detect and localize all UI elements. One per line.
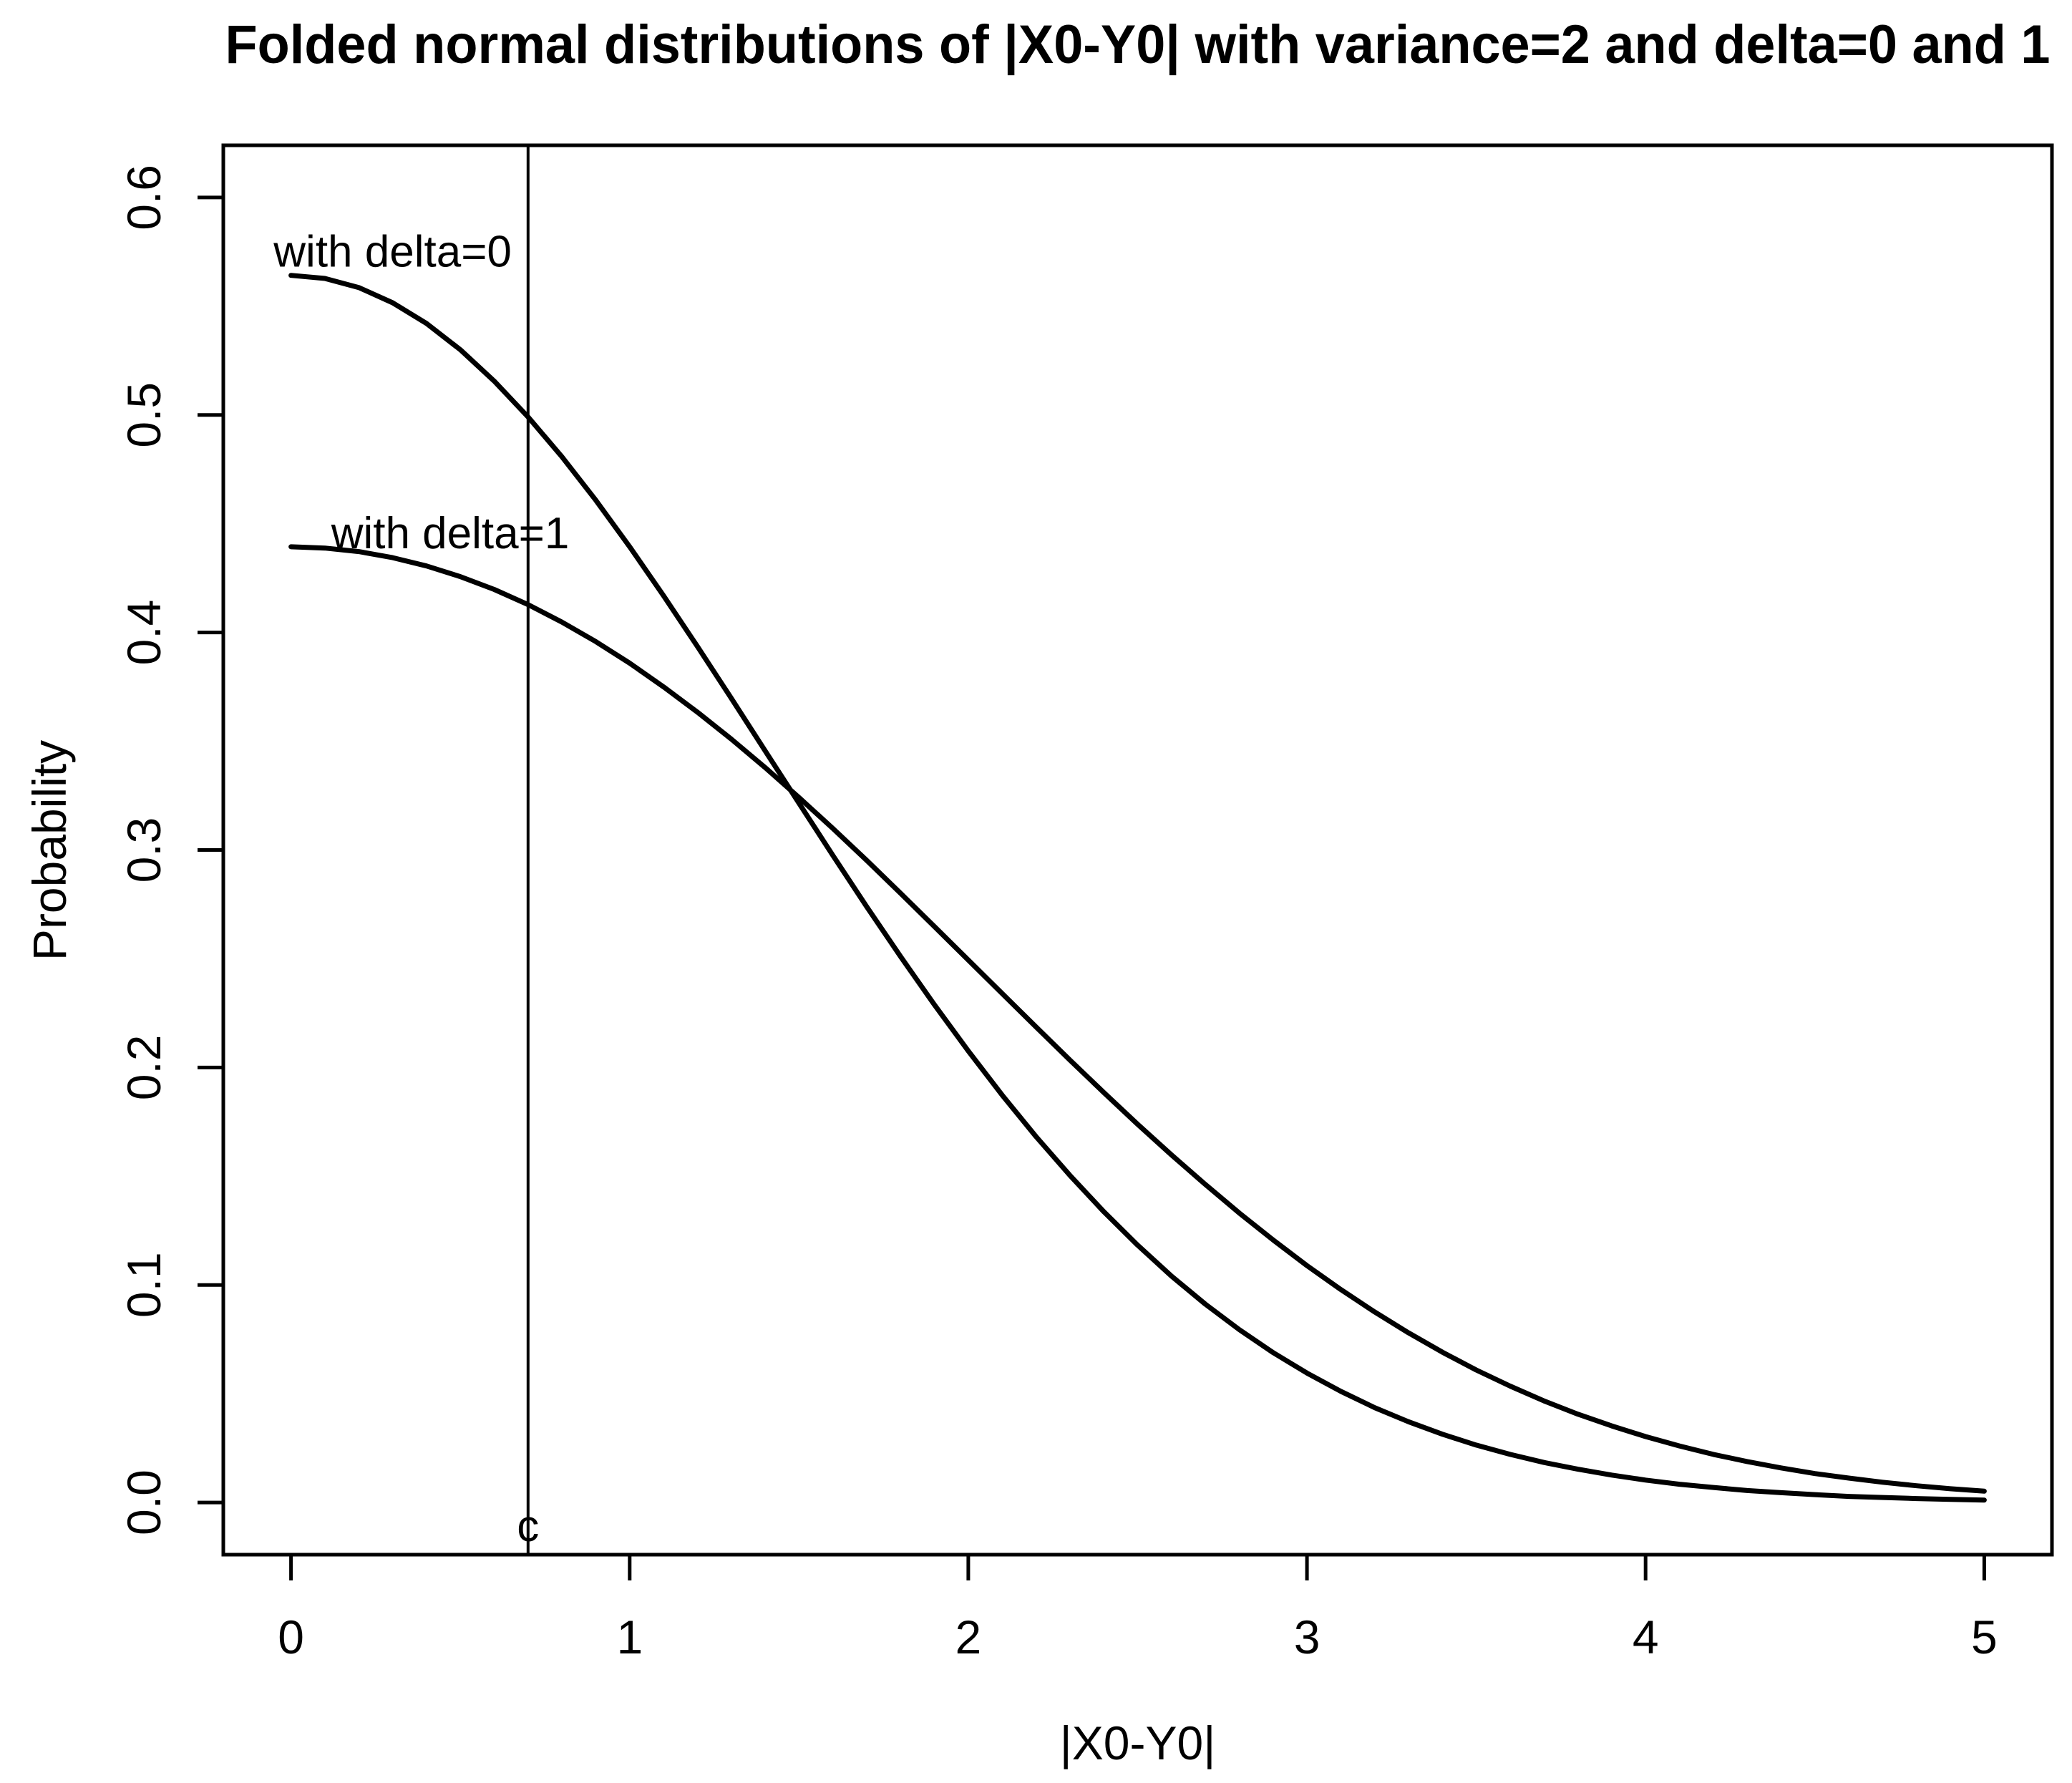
curve-delta0 (288, 273, 1987, 1503)
curve-label-delta1: with delta=1 (331, 509, 570, 558)
y-tick-label: 0.4 (117, 600, 170, 666)
y-tick-label: 0.6 (117, 165, 170, 230)
x-axis-label: |X0-Y0| (1060, 1716, 1216, 1769)
curve-label-delta0: with delta=0 (273, 227, 512, 276)
x-tick-label: 1 (616, 1610, 643, 1663)
plot-box (221, 143, 2054, 1557)
y-axis-label: Probability (23, 740, 76, 961)
y-tick-label: 0.2 (117, 1035, 170, 1101)
x-tick-label: 0 (278, 1610, 304, 1663)
x-tick-label: 2 (955, 1610, 982, 1663)
y-tick-label: 0.3 (117, 817, 170, 883)
y-tick-label: 0.5 (117, 382, 170, 448)
x-tick-label: 5 (1971, 1610, 1998, 1663)
y-tick-label: 0.1 (117, 1252, 170, 1318)
y-tick-label: 0.0 (117, 1469, 170, 1535)
x-tick-label: 4 (1633, 1610, 1659, 1663)
x-tick-label: 3 (1294, 1610, 1320, 1663)
curve-delta1 (288, 544, 1987, 1494)
chart-title: Folded normal distributions of |X0-Y0| w… (225, 14, 2051, 76)
cutoff-label: c (517, 1502, 539, 1551)
